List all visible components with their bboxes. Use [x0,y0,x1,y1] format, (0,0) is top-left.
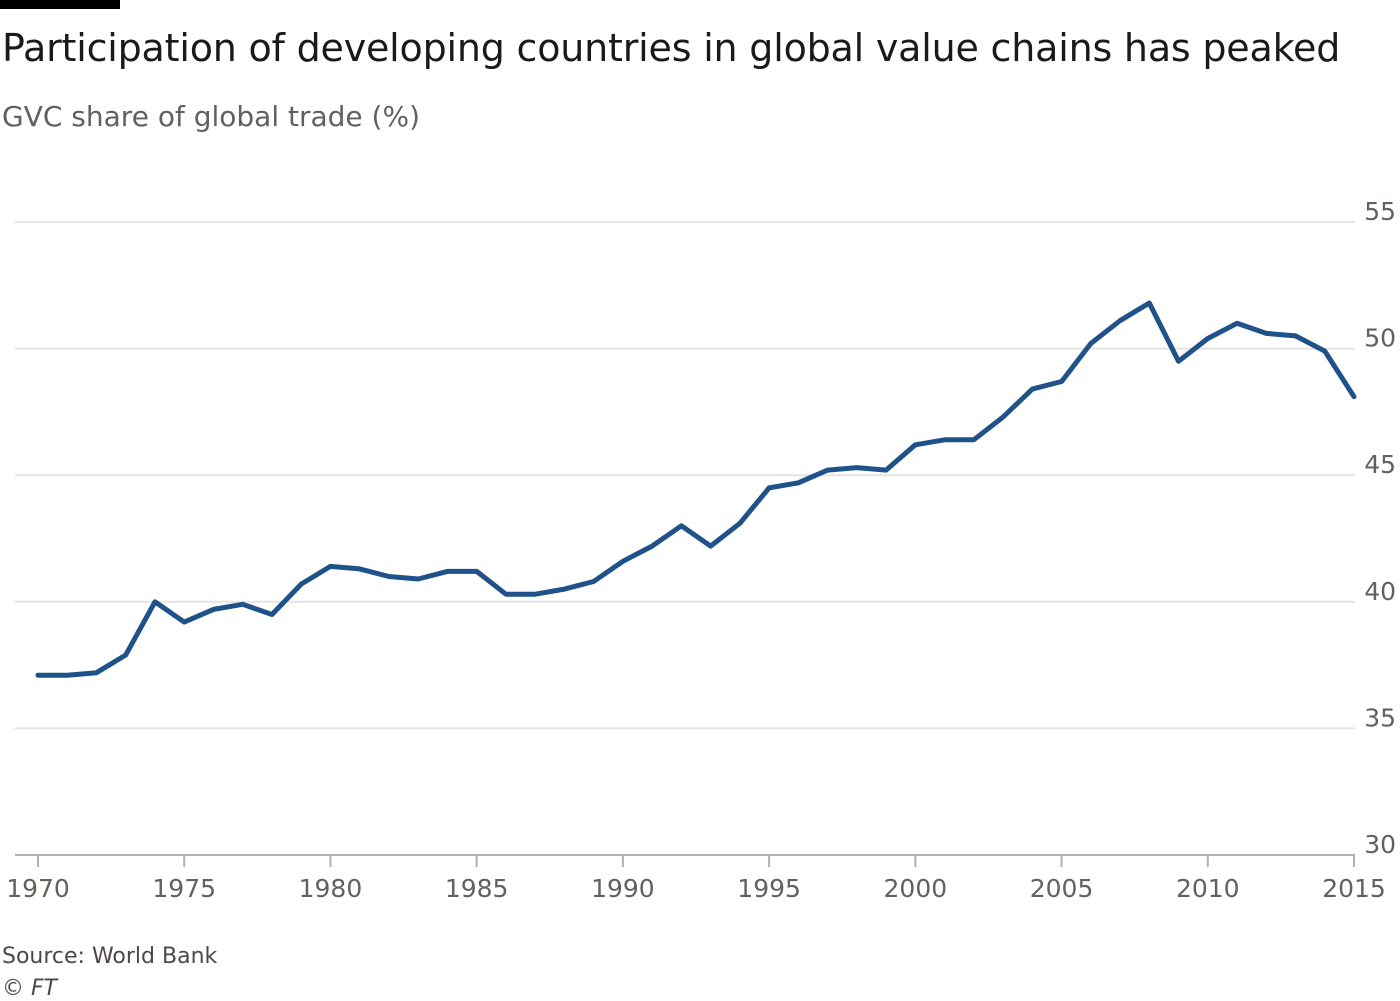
y-tick-label-40: 40 [1364,577,1396,606]
y-tick-label-50: 50 [1364,324,1396,353]
tick-labels: 30 35 40 45 50 55 1970 1975 1980 1985 1990 1995 2000… [6,197,1396,903]
copyright-credit: © FT [2,976,58,1001]
series-line-0 [35,300,1357,678]
x-tick-label-1985: 1985 [445,874,509,903]
source-note: Source: World Bank [2,944,218,969]
x-tick-label-1990: 1990 [591,874,655,903]
x-tick-label-1970: 1970 [6,874,70,903]
y-tick-label-30: 30 [1364,830,1396,859]
x-tick-label-1980: 1980 [299,874,363,903]
chart-subtitle: GVC share of global trade (%) [2,100,421,133]
brand-top-rule [0,0,120,9]
y-tick-label-35: 35 [1364,703,1396,732]
x-tick-label-2015: 2015 [1322,874,1386,903]
y-tick-label-55: 55 [1364,197,1396,226]
x-tick-label-1975: 1975 [152,874,216,903]
x-tick-label-2000: 2000 [884,874,948,903]
series-layer [35,300,1357,678]
grid-lines [15,221,1355,856]
y-tick-label-45: 45 [1364,450,1396,479]
x-tick-label-2005: 2005 [1030,874,1094,903]
x-tick-label-2010: 2010 [1176,874,1240,903]
chart-title: Participation of developing countries in… [2,26,1341,70]
x-axis [37,855,1355,867]
x-tick-label-1995: 1995 [737,874,801,903]
